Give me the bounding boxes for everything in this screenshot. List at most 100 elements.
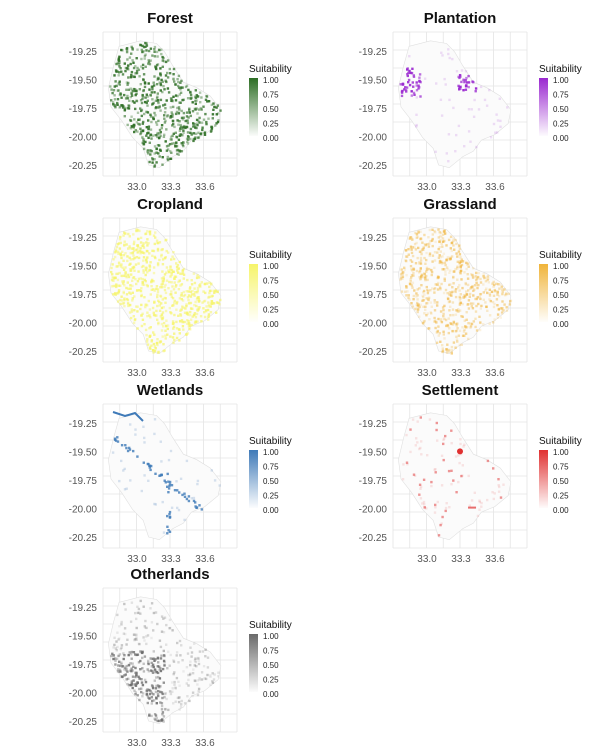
y-tick-label: -20.00 [69, 319, 98, 330]
suitability-raster-wetlands [111, 411, 221, 535]
map-panel-grassland: Grassland -19.25 -19.50 -19.75 -20.00 -20.25 3… [359, 196, 582, 379]
suitability-raster-grassland [399, 228, 513, 355]
legend-tick-label: 1.00 [553, 262, 569, 271]
y-tick-label: -19.25 [69, 603, 98, 614]
panel-title-otherlands: Otherlands [130, 566, 209, 583]
legend-tick-label: 0.25 [263, 492, 279, 501]
legend-tick-label: 0.50 [553, 291, 569, 300]
x-tick-label: 33.0 [417, 368, 437, 379]
y-tick-label: -19.75 [69, 476, 98, 487]
y-tick-label: -19.50 [69, 448, 98, 459]
legend-tick-label: 0.25 [553, 120, 569, 129]
y-tick-label: -20.25 [69, 717, 98, 728]
legend-title: Suitability [249, 250, 292, 261]
map-panel-forest: Forest -19.25 -19.50 -19.75 -20.00 -20.25 33.0… [69, 10, 292, 193]
legend-colorbar [539, 264, 548, 322]
y-tick-label: -20.25 [359, 161, 388, 172]
y-tick-label: -19.25 [69, 47, 98, 58]
x-tick-label: 33.0 [127, 738, 147, 749]
x-tick-label: 33.3 [161, 182, 181, 193]
suitability-raster-cropland [110, 228, 222, 354]
x-tick-label: 33.3 [451, 182, 471, 193]
y-tick-label: -19.25 [69, 419, 98, 430]
legend-tick-label: 0.25 [553, 306, 569, 315]
legend-colorbar [249, 78, 258, 136]
x-tick-label: 33.0 [417, 554, 437, 565]
x-tick-label: 33.6 [485, 368, 505, 379]
y-tick-label: -19.75 [359, 104, 388, 115]
legend-tick-label: 0.50 [553, 477, 569, 486]
legend-tick-label: 0.00 [263, 690, 279, 699]
y-tick-label: -20.00 [69, 505, 98, 516]
legend-colorbar [249, 264, 258, 322]
x-tick-label: 33.6 [195, 368, 215, 379]
x-tick-label: 33.0 [417, 182, 437, 193]
legend-tick-label: 0.75 [263, 647, 279, 656]
legend-tick-label: 0.00 [553, 506, 569, 515]
suitability-raster-forest [109, 41, 222, 168]
x-tick-label: 33.6 [195, 738, 215, 749]
legend-tick-label: 1.00 [553, 448, 569, 457]
legend-tick-label: 0.75 [263, 91, 279, 100]
x-tick-label: 33.6 [485, 182, 505, 193]
x-tick-label: 33.6 [485, 554, 505, 565]
map-panel-plantation: Plantation -19.25 -19.50 -19.75 -20.00 -20.25… [359, 10, 582, 193]
panel-title-cropland: Cropland [137, 196, 203, 213]
region-outline [108, 412, 222, 541]
legend-tick-label: 0.50 [263, 291, 279, 300]
legend-colorbar [249, 634, 258, 692]
region-outline [398, 40, 512, 169]
y-tick-label: -19.25 [359, 47, 388, 58]
y-tick-label: -20.00 [359, 319, 388, 330]
x-tick-label: 33.0 [127, 182, 147, 193]
legend-colorbar [249, 450, 258, 508]
y-tick-label: -19.50 [69, 76, 98, 87]
region-outline [398, 226, 512, 355]
legend-title: Suitability [539, 250, 582, 261]
y-tick-label: -20.25 [359, 533, 388, 544]
suitability-raster-plantation [399, 48, 509, 163]
legend-tick-label: 1.00 [263, 262, 279, 271]
legend-title: Suitability [539, 64, 582, 75]
map-panel-settlement: Settlement -19.25 -19.50 -19.75 -20.00 -20.25… [359, 382, 582, 565]
y-tick-label: -19.50 [359, 76, 388, 87]
x-tick-label: 33.3 [451, 554, 471, 565]
legend-title: Suitability [539, 436, 582, 447]
legend-tick-label: 0.75 [553, 91, 569, 100]
x-tick-label: 33.6 [195, 182, 215, 193]
legend-tick-label: 0.00 [263, 320, 279, 329]
legend-tick-label: 0.00 [263, 506, 279, 515]
x-tick-label: 33.0 [127, 554, 147, 565]
legend-tick-label: 0.50 [263, 477, 279, 486]
y-tick-label: -20.00 [359, 133, 388, 144]
legend-tick-label: 0.50 [263, 661, 279, 670]
legend-tick-label: 0.25 [263, 306, 279, 315]
legend-title: Suitability [249, 620, 292, 631]
legend-tick-label: 1.00 [263, 76, 279, 85]
x-tick-label: 33.0 [127, 368, 147, 379]
legend-tick-label: 0.00 [553, 134, 569, 143]
legend-tick-label: 0.00 [263, 134, 279, 143]
x-tick-label: 33.3 [161, 368, 181, 379]
y-tick-label: -20.00 [69, 689, 98, 700]
legend-colorbar [539, 78, 548, 136]
legend-tick-label: 0.75 [263, 277, 279, 286]
y-tick-label: -19.50 [359, 262, 388, 273]
legend-tick-label: 0.75 [553, 463, 569, 472]
y-tick-label: -19.75 [359, 290, 388, 301]
legend-tick-label: 0.25 [263, 120, 279, 129]
panel-title-settlement: Settlement [422, 382, 499, 399]
map-panel-wetlands: Wetlands -19.25 -19.50 -19.75 -20.00 -20.25 33… [69, 382, 292, 565]
x-tick-label: 33.3 [161, 554, 181, 565]
y-tick-label: -19.50 [69, 632, 98, 643]
legend-tick-label: 1.00 [263, 448, 279, 457]
suitability-raster-otherlands [110, 599, 220, 723]
y-tick-label: -20.25 [69, 161, 98, 172]
panel-title-forest: Forest [147, 10, 193, 27]
x-tick-label: 33.6 [195, 554, 215, 565]
y-tick-label: -19.50 [359, 448, 388, 459]
